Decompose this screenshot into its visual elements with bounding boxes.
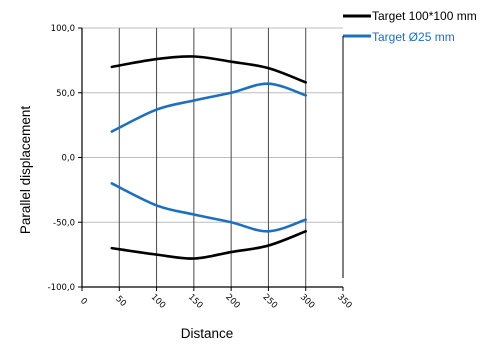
x-tick-label: 150 [186, 292, 205, 311]
series-line-3 [110, 182, 308, 233]
x-tick-label: 350 [335, 292, 354, 311]
legend-label-target-25: Target Ø25 mm [372, 30, 455, 44]
x-tick-label: 50 [113, 294, 128, 309]
x-tick-label: 0 [78, 296, 89, 307]
x-axis-title: Distance [181, 326, 234, 341]
series-line-1 [110, 230, 308, 260]
x-tick-label: 200 [223, 292, 242, 311]
legend: Target 100*100 mm Target Ø25 mm [342, 9, 477, 278]
y-tick-label: -100,0 [48, 283, 75, 293]
y-tick-label: 50,0 [56, 89, 75, 99]
y-tick-label: 100,0 [51, 24, 75, 34]
axes [78, 27, 344, 291]
y-tick-label: 0,0 [61, 154, 75, 164]
x-tick-label: 250 [261, 292, 280, 311]
x-tick-label: 100 [149, 292, 168, 311]
grid [82, 27, 343, 287]
series-line-0 [110, 55, 308, 84]
x-tick-label: 300 [298, 292, 317, 311]
series-line-2 [110, 82, 308, 133]
y-axis-title: Parallel displacement [18, 106, 33, 235]
legend-label-target-100: Target 100*100 mm [372, 9, 477, 23]
series-layer [110, 55, 308, 260]
tick-labels: -100,0 -50,0 0,0 50,0 100,0 0 50 100 150 200 250 30… [48, 24, 354, 311]
y-tick-label: -50,0 [53, 218, 75, 228]
